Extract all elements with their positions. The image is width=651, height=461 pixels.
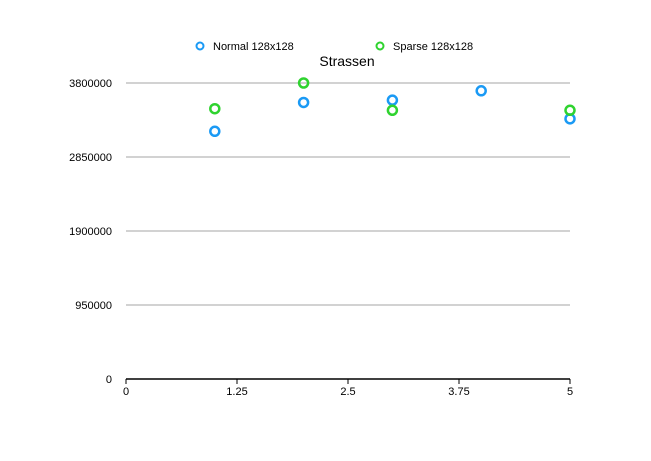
legend-label-1: Sparse 128x128 <box>393 41 473 53</box>
x-tick-label-2: 2.5 <box>340 386 355 398</box>
data-points <box>209 77 576 138</box>
x-tick-label-0: 0 <box>123 386 129 398</box>
tick-labels: 0 950000 1900000 2850000 3800000 0 1.25 2.5 3.75… <box>69 78 573 398</box>
legend-label-0: Normal 128x128 <box>213 41 294 53</box>
data-point-s1-2 <box>386 104 399 117</box>
chart-title: Strassen <box>319 53 374 69</box>
data-point-s0-3 <box>475 85 487 97</box>
y-tick-label-2: 1900000 <box>69 226 112 238</box>
data-point-s0-1 <box>297 96 310 109</box>
data-point-s0-2 <box>386 94 399 106</box>
axes <box>125 378 571 384</box>
legend-marker-1 <box>375 41 385 51</box>
y-tick-label-4: 3800000 <box>69 78 112 90</box>
y-tick-label-3: 2850000 <box>69 152 112 164</box>
x-tick-label-4: 5 <box>567 386 573 398</box>
legend-marker-0 <box>195 41 205 51</box>
data-point-s1-3 <box>564 104 576 117</box>
y-tick-label-0: 0 <box>106 374 112 386</box>
x-tick-label-3: 3.75 <box>448 386 469 398</box>
grid-lines <box>126 82 570 306</box>
data-point-s0-0 <box>209 125 221 138</box>
x-tick-label-1: 1.25 <box>226 386 247 398</box>
data-point-s1-1 <box>297 77 310 89</box>
legend: Normal 128x128 Sparse 128x128 <box>195 41 473 53</box>
data-point-s1-0 <box>209 102 221 115</box>
y-tick-label-1: 950000 <box>75 300 112 312</box>
